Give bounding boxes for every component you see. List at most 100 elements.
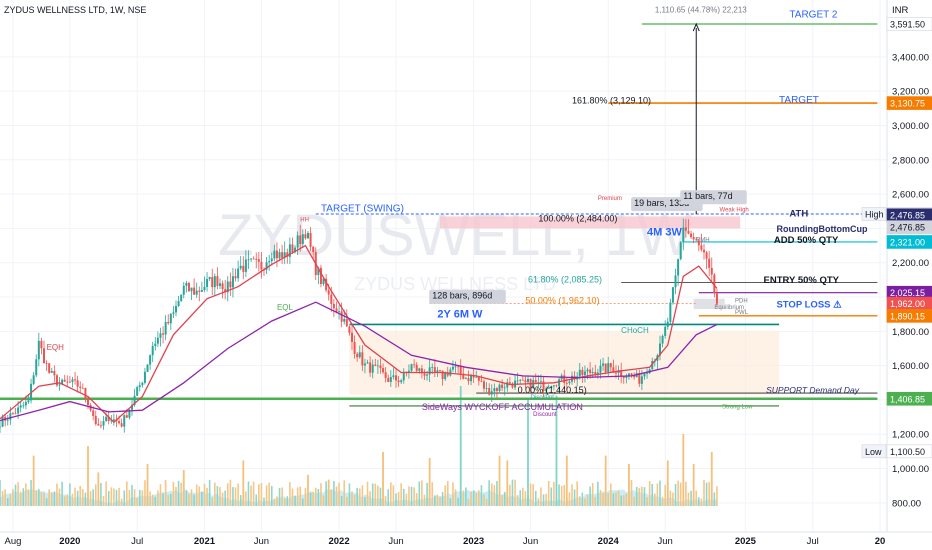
volume-bar xyxy=(602,493,604,506)
price-badge-text: 3,130.75 xyxy=(890,99,925,109)
volume-bar xyxy=(408,486,410,506)
volume-bar xyxy=(234,487,237,506)
candle-up xyxy=(237,268,240,279)
volume-bar-spike xyxy=(459,386,462,506)
annotation-label: PWL xyxy=(735,310,749,316)
volume-bar xyxy=(630,480,633,506)
volume-bar xyxy=(516,495,519,506)
candle-up xyxy=(273,250,276,259)
volume-bar xyxy=(61,481,63,506)
candle-up xyxy=(366,362,369,364)
candle-down xyxy=(715,293,718,304)
volume-bar-spike xyxy=(146,464,149,506)
volume-bar xyxy=(568,492,571,506)
volume-bar xyxy=(107,491,110,506)
candle-up xyxy=(175,305,177,313)
candle-up xyxy=(149,355,152,365)
volume-bar xyxy=(232,487,234,506)
candle-up xyxy=(169,313,172,324)
volume-bar xyxy=(154,496,157,506)
time-tick-label: Jul xyxy=(807,536,819,547)
candle-up xyxy=(679,242,682,260)
volume-bar xyxy=(133,489,136,506)
volume-bar xyxy=(1,490,4,506)
symbol-title: ZYDUS WELLNESS LTD, 1W, NSE xyxy=(4,5,146,15)
volume-bar xyxy=(219,487,221,506)
volume-bar xyxy=(485,498,488,506)
price-tick-label: 2,200.00 xyxy=(892,258,929,269)
volume-bar xyxy=(612,493,615,506)
candle-up xyxy=(185,282,188,286)
volume-bar xyxy=(164,479,167,506)
candle-up xyxy=(317,267,320,275)
volume-bar-spike xyxy=(498,455,501,506)
candle-up xyxy=(578,369,581,377)
volume-bar-spike xyxy=(327,479,330,506)
volume-bar xyxy=(371,483,374,506)
volume-bar xyxy=(100,483,102,506)
candle-down xyxy=(211,277,214,288)
annotation-label: TARGET 2 xyxy=(789,9,837,20)
volume-bar xyxy=(50,491,53,506)
candle-up xyxy=(449,369,452,376)
volume-bar xyxy=(524,491,527,506)
candle-up xyxy=(131,404,133,410)
annotation-label: TARGET (SWING) xyxy=(321,203,404,214)
volume-bar xyxy=(66,494,69,506)
volume-bar xyxy=(190,489,193,506)
volume-bar xyxy=(646,497,648,506)
time-tick-label: 2021 xyxy=(194,536,216,547)
candle-down xyxy=(257,259,260,262)
time-axis[interactable]: Aug 2020 Jul 2021 Jun 2022 Jun 2023 Jun 2024 Jun 20… xyxy=(4,536,885,547)
candle-up xyxy=(32,375,35,384)
price-badge-text: 1,100.50 xyxy=(890,447,925,457)
candle-up xyxy=(239,265,242,269)
candle-up xyxy=(164,321,167,335)
candle-up xyxy=(110,420,113,422)
candle-down xyxy=(14,413,17,415)
volume-bar xyxy=(299,486,302,506)
annotation-label: CHoCH xyxy=(621,326,649,335)
volume-bar xyxy=(397,491,400,506)
volume-bar xyxy=(289,482,291,506)
volume-bar xyxy=(571,484,573,506)
candle-down xyxy=(692,237,695,240)
candle-up xyxy=(400,380,403,383)
volume-bar xyxy=(607,493,610,506)
candle-down xyxy=(221,283,224,290)
candle-down xyxy=(84,388,87,399)
candle-up xyxy=(545,388,548,391)
candle-up xyxy=(27,400,30,402)
volume-bar xyxy=(488,480,490,506)
price-badge xyxy=(886,235,932,249)
annotation-label: 61.80% (2,085.25) xyxy=(528,274,602,284)
volume-bar xyxy=(444,485,446,506)
candle-down xyxy=(299,235,302,244)
volume-bar xyxy=(532,484,534,506)
volume-bar xyxy=(188,493,190,506)
candle-down xyxy=(229,281,232,288)
volume-bar xyxy=(573,489,576,506)
volume-bar xyxy=(45,498,48,506)
candle-down xyxy=(345,318,348,327)
volume-pane xyxy=(0,386,718,506)
candle-up xyxy=(498,384,501,391)
candle-up xyxy=(503,387,506,389)
price-tick-label: 3,200.00 xyxy=(892,87,929,98)
annotation-label: 0.00% (1,440.15) xyxy=(518,385,587,395)
volume-bar xyxy=(82,489,84,506)
candle-up xyxy=(583,371,586,376)
volume-bar xyxy=(335,486,338,506)
time-tick-label: 2024 xyxy=(598,536,620,547)
volume-bar-spike xyxy=(32,455,35,506)
volume-bar xyxy=(656,483,659,506)
volume-bar xyxy=(195,484,198,506)
annotation-box xyxy=(429,289,506,304)
candle-up xyxy=(591,372,594,373)
annotation-label: Discount xyxy=(531,395,555,401)
candle-down xyxy=(420,368,423,374)
volume-bar xyxy=(599,489,602,506)
candle-down xyxy=(327,290,330,295)
candle-down xyxy=(43,348,45,363)
